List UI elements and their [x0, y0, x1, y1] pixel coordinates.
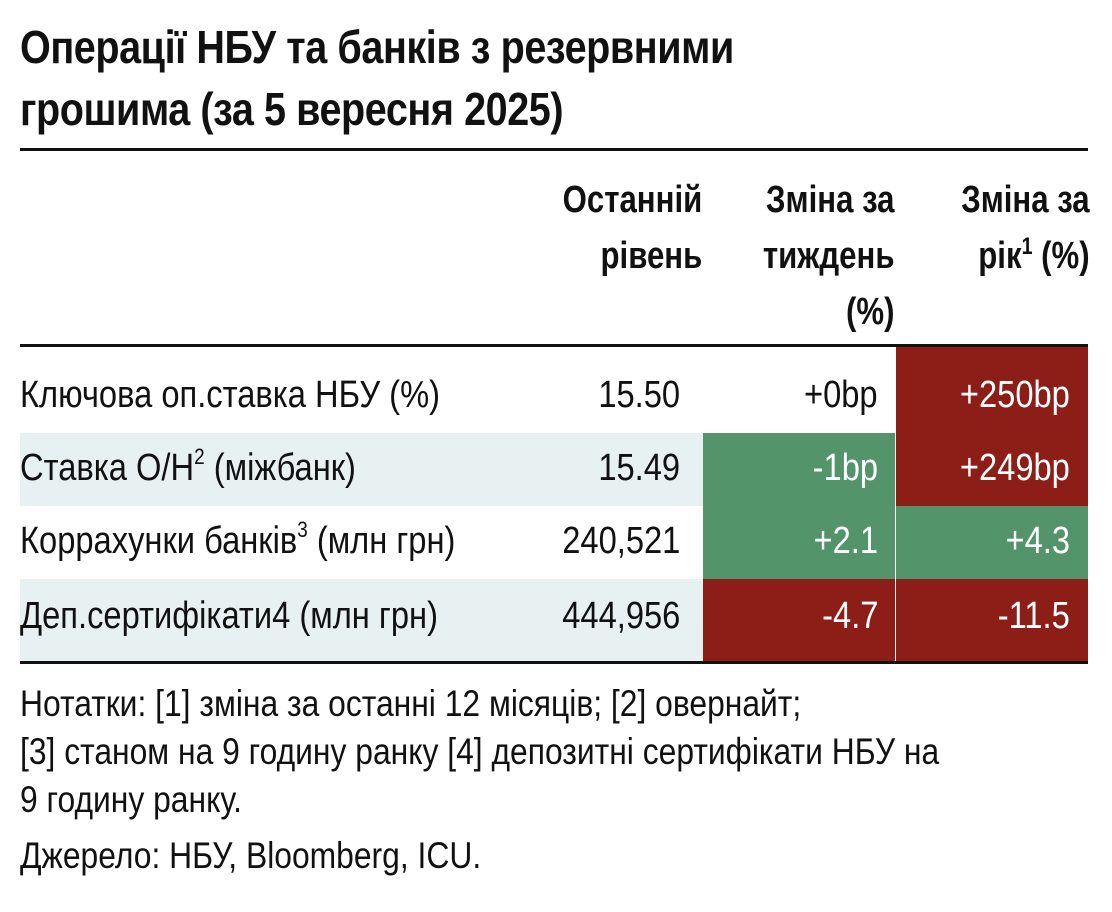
year-change-value: +249bp	[960, 447, 1070, 489]
column-header-week-change-line2: тиждень	[762, 235, 894, 277]
week-change-cell	[703, 433, 895, 506]
column-header-year-change-line2: рік1 (%)	[962, 228, 1090, 284]
row-label: Ставка О/Н2 (міжбанк)	[20, 444, 356, 490]
row-label: Деп.сертифікати4 (млн грн)	[20, 595, 438, 637]
column-header-last-level-line2: рівень	[600, 235, 702, 277]
notes-line1: Нотатки: [1] зміна за останні 12 місяців…	[20, 683, 802, 724]
last-level-value: 15.50	[598, 374, 680, 416]
week-change-value: -1bp	[812, 447, 878, 489]
column-header-year-change-unit: (%)	[1032, 235, 1090, 277]
table-row: Ключова оп.ставка НБУ (%) 15.50 +0bp +25…	[20, 347, 1088, 433]
last-level-value: 444,956	[561, 595, 680, 637]
column-header-week-change: Зміна за тиждень (%)	[762, 172, 894, 340]
notes-line3: 9 годину ранку.	[20, 779, 242, 820]
table-row: Деп.сертифікати4 (млн грн) 444,956 -4.7 …	[20, 579, 1088, 661]
year-change-cell	[896, 579, 1088, 661]
week-change-value: +2.1	[813, 520, 878, 562]
notes-block: Нотатки: [1] зміна за останні 12 місяців…	[20, 680, 939, 824]
week-change-cell	[703, 579, 895, 661]
week-change-cell	[703, 506, 895, 579]
week-change-value: -4.7	[821, 595, 878, 637]
column-header-year-change: Зміна за рік1 (%)	[962, 172, 1090, 284]
row-label: Ключова оп.ставка НБУ (%)	[20, 374, 441, 416]
year-change-cell	[896, 506, 1088, 579]
column-header-week-change-line3: (%)	[845, 291, 894, 333]
chart-title: Операції НБУ та банків з резервними грош…	[20, 16, 940, 140]
row-label: Коррахунки банків3 (млн грн)	[20, 517, 456, 563]
column-header-week-change-line1: Зміна за	[765, 179, 894, 221]
header-rule	[20, 344, 1088, 347]
last-level-value: 15.49	[598, 447, 680, 489]
last-level-value: 240,521	[561, 520, 680, 562]
year-change-cell	[896, 347, 1088, 433]
column-header-year-change-text: рік	[978, 235, 1022, 277]
column-header-last-level: Останній рівень	[562, 172, 702, 284]
source-note: Джерело: НБУ, Bloomberg, ICU.	[20, 835, 482, 876]
year-change-value: +4.3	[1005, 520, 1070, 562]
title-rule	[20, 148, 1088, 151]
week-change-value: +0bp	[804, 374, 878, 416]
year-change-value: +250bp	[960, 374, 1070, 416]
chart-title-line1: Операції НБУ та банків з резервними	[20, 21, 734, 73]
table-row: Коррахунки банків3 (млн грн) 240,521 +2.…	[20, 506, 1088, 579]
year-change-value: -11.5	[997, 595, 1070, 637]
year-change-cell	[896, 433, 1088, 506]
column-header-last-level-line1: Останній	[562, 179, 702, 221]
table-bottom-rule	[20, 661, 1088, 664]
chart-title-line2: грошима (за 5 вересня 2025)	[20, 83, 564, 135]
footnote-mark: 1	[1021, 233, 1033, 260]
table-row: Ставка О/Н2 (міжбанк) 15.49 -1bp +249bp	[20, 433, 1088, 506]
column-header-year-change-line1: Зміна за	[961, 179, 1090, 221]
notes-line2: [3] станом на 9 годину ранку [4] депозит…	[20, 731, 940, 772]
